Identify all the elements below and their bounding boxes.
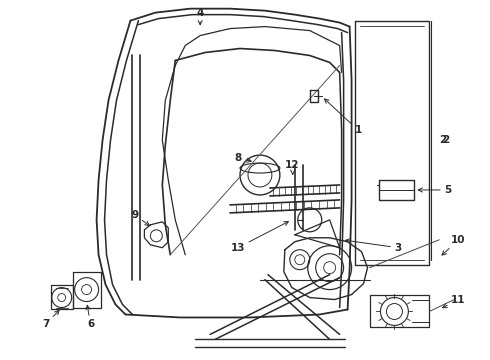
Text: 4: 4 bbox=[196, 8, 204, 25]
Text: 2: 2 bbox=[442, 135, 449, 145]
Text: 6: 6 bbox=[86, 305, 94, 329]
Text: 13: 13 bbox=[230, 222, 289, 253]
Text: 3: 3 bbox=[345, 239, 402, 253]
Text: 12: 12 bbox=[285, 160, 300, 175]
Text: 11: 11 bbox=[442, 294, 466, 308]
Text: 7: 7 bbox=[42, 310, 59, 329]
Text: 5: 5 bbox=[418, 185, 451, 195]
Text: 9: 9 bbox=[131, 210, 149, 225]
Text: 2: 2 bbox=[439, 135, 446, 145]
Text: 1: 1 bbox=[324, 99, 362, 135]
Text: 8: 8 bbox=[235, 153, 251, 163]
Text: 10: 10 bbox=[442, 235, 466, 255]
